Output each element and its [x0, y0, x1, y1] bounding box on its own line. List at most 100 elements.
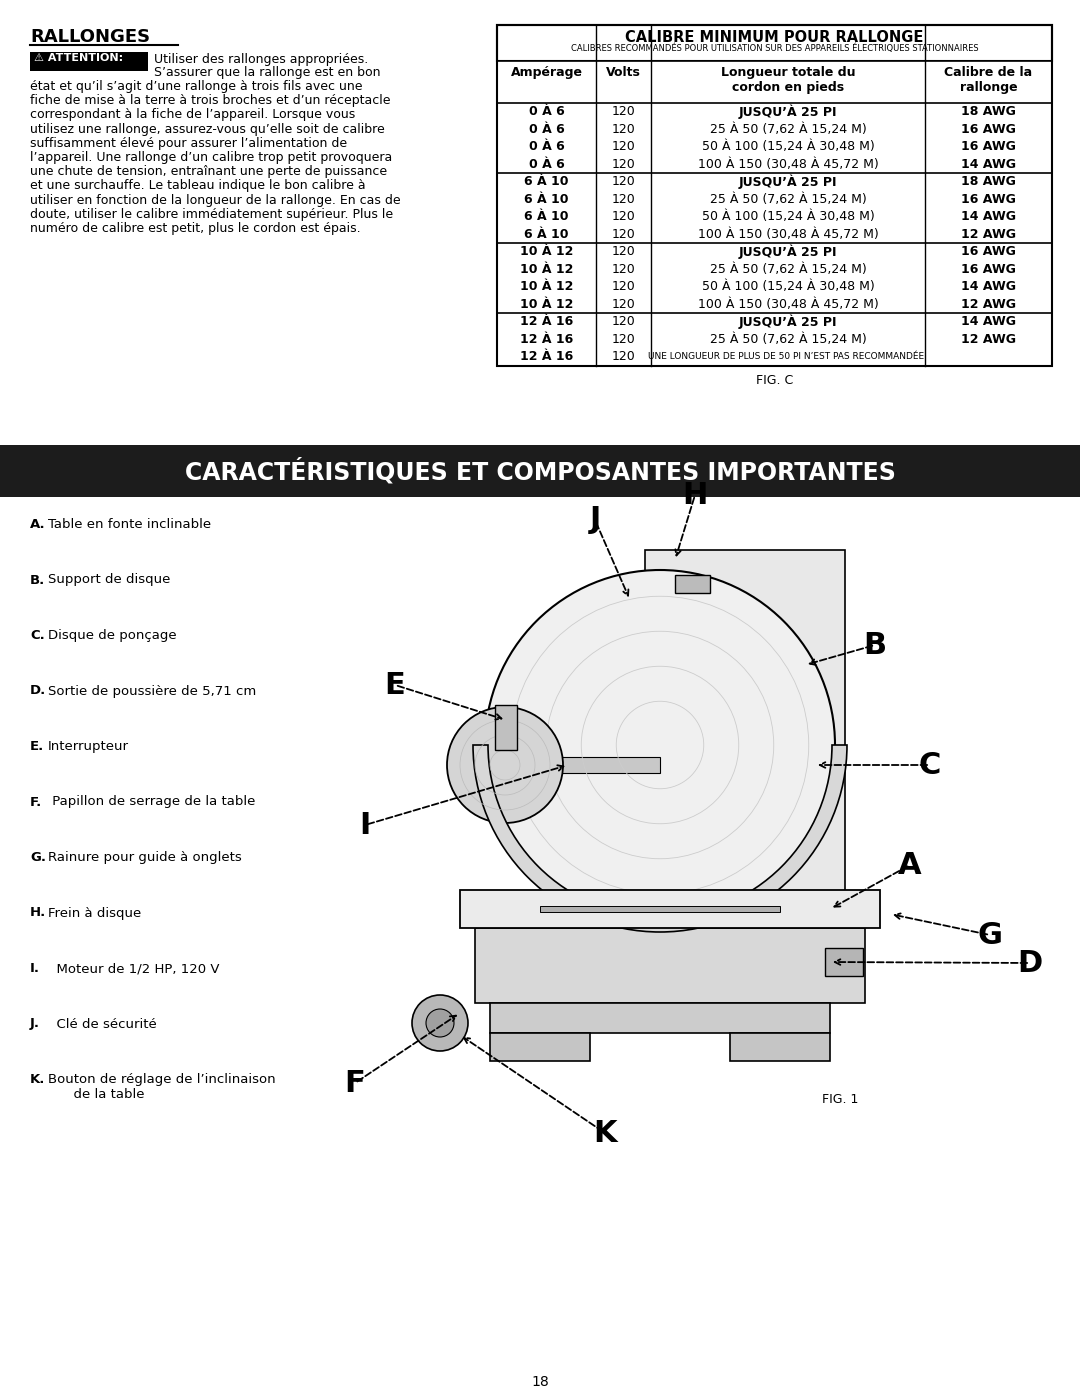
Text: 120: 120 [611, 123, 635, 136]
Text: 6 À 10: 6 À 10 [524, 211, 569, 224]
Text: Ampérage: Ampérage [511, 66, 582, 80]
Text: Bouton de réglage de l’inclinaison
      de la table: Bouton de réglage de l’inclinaison de la… [48, 1073, 275, 1101]
Text: 0 À 6: 0 À 6 [528, 158, 565, 170]
Text: 14 AWG: 14 AWG [961, 316, 1016, 328]
Text: 120: 120 [611, 281, 635, 293]
Text: correspondant à la fiche de l’appareil. Lorsque vous: correspondant à la fiche de l’appareil. … [30, 109, 355, 122]
Text: 120: 120 [611, 175, 635, 189]
Text: Volts: Volts [606, 66, 640, 80]
Text: 25 À 50 (7,62 À 15,24 M): 25 À 50 (7,62 À 15,24 M) [710, 332, 866, 345]
Bar [497, 25, 1052, 366]
Text: 12 AWG: 12 AWG [961, 332, 1016, 345]
Text: 120: 120 [611, 298, 635, 310]
Text: H: H [683, 481, 707, 510]
Text: Clé de sécurité: Clé de sécurité [48, 1017, 157, 1031]
Text: E.: E. [30, 740, 44, 753]
Text: 16 AWG: 16 AWG [961, 263, 1016, 275]
Text: J: J [590, 506, 600, 535]
Text: Calibre de la
rallonge: Calibre de la rallonge [944, 66, 1032, 94]
Text: 12 À 16: 12 À 16 [519, 332, 573, 345]
Text: 10 À 12: 10 À 12 [519, 298, 573, 310]
Bar [490, 1003, 831, 1032]
Text: 14 AWG: 14 AWG [961, 281, 1016, 293]
Text: I: I [360, 810, 370, 840]
Text: 0 À 6: 0 À 6 [528, 123, 565, 136]
Text: F: F [345, 1069, 365, 1098]
Bar [495, 705, 517, 750]
Text: ⚠ ATTENTION:: ⚠ ATTENTION: [33, 53, 123, 63]
Text: JUSQU’À 25 PI: JUSQU’À 25 PI [739, 175, 837, 189]
Text: 10 À 12: 10 À 12 [519, 281, 573, 293]
Text: 100 À 150 (30,48 À 45,72 M): 100 À 150 (30,48 À 45,72 M) [698, 228, 878, 240]
Text: CARACTÉRISTIQUES ET COMPOSANTES IMPORTANTES: CARACTÉRISTIQUES ET COMPOSANTES IMPORTAN… [185, 458, 895, 485]
Circle shape [447, 707, 563, 823]
Text: 6 À 10: 6 À 10 [524, 228, 569, 240]
Text: JUSQU’À 25 PI: JUSQU’À 25 PI [739, 244, 837, 258]
Text: et une surchauffe. Le tableau indique le bon calibre à: et une surchauffe. Le tableau indique le… [30, 179, 366, 193]
Text: 120: 120 [611, 140, 635, 154]
Text: C.: C. [30, 629, 44, 643]
Bar [540, 907, 780, 912]
Text: C: C [919, 750, 941, 780]
Text: 10 À 12: 10 À 12 [519, 246, 573, 258]
Text: Utiliser des rallonges appropriées.: Utiliser des rallonges appropriées. [154, 53, 368, 66]
Text: Sortie de poussière de 5,71 cm: Sortie de poussière de 5,71 cm [48, 685, 256, 697]
Text: Interrupteur: Interrupteur [48, 740, 129, 753]
Text: K.: K. [30, 1073, 45, 1085]
Text: l’appareil. Une rallonge d’un calibre trop petit provoquera: l’appareil. Une rallonge d’un calibre tr… [30, 151, 392, 163]
Text: 100 À 150 (30,48 À 45,72 M): 100 À 150 (30,48 À 45,72 M) [698, 158, 878, 170]
Text: 6 À 10: 6 À 10 [524, 175, 569, 189]
Text: utiliser en fonction de la longueur de la rallonge. En cas de: utiliser en fonction de la longueur de l… [30, 194, 401, 207]
Text: CALIBRE MINIMUM POUR RALLONGE: CALIBRE MINIMUM POUR RALLONGE [625, 29, 923, 45]
Text: 120: 120 [611, 332, 635, 345]
Text: fiche de mise à la terre à trois broches et d’un réceptacle: fiche de mise à la terre à trois broches… [30, 94, 391, 108]
Text: Longueur totale du
cordon en pieds: Longueur totale du cordon en pieds [720, 66, 855, 94]
Text: B.: B. [30, 574, 45, 587]
Bar [645, 550, 845, 940]
Text: 10 À 12: 10 À 12 [519, 263, 573, 275]
Text: Table en fonte inclinable: Table en fonte inclinable [48, 518, 211, 531]
Text: 14 AWG: 14 AWG [961, 211, 1016, 224]
Bar [730, 1032, 831, 1060]
Bar [30, 52, 148, 71]
Text: 16 AWG: 16 AWG [961, 246, 1016, 258]
Text: 0 À 6: 0 À 6 [528, 140, 565, 154]
Bar [0, 446, 1080, 497]
Circle shape [411, 995, 468, 1051]
Circle shape [426, 1009, 454, 1037]
Text: 16 AWG: 16 AWG [961, 193, 1016, 205]
Text: 6 À 10: 6 À 10 [524, 193, 569, 205]
Circle shape [485, 570, 835, 921]
Text: 120: 120 [611, 211, 635, 224]
Text: utilisez une rallonge, assurez-vous qu’elle soit de calibre: utilisez une rallonge, assurez-vous qu’e… [30, 123, 384, 136]
Text: D.: D. [30, 685, 46, 697]
Text: 50 À 100 (15,24 À 30,48 M): 50 À 100 (15,24 À 30,48 M) [702, 211, 875, 224]
Text: 25 À 50 (7,62 À 15,24 M): 25 À 50 (7,62 À 15,24 M) [710, 123, 866, 136]
Text: 12 AWG: 12 AWG [961, 298, 1016, 310]
Text: 14 AWG: 14 AWG [961, 158, 1016, 170]
Text: JUSQU’À 25 PI: JUSQU’À 25 PI [739, 105, 837, 119]
Text: 16 AWG: 16 AWG [961, 123, 1016, 136]
Text: G: G [977, 921, 1002, 950]
Text: A: A [899, 851, 922, 880]
Text: suffisamment élevé pour assurer l’alimentation de: suffisamment élevé pour assurer l’alimen… [30, 137, 347, 149]
Bar [497, 61, 1052, 103]
Bar [497, 25, 1052, 61]
Text: UNE LONGUEUR DE PLUS DE 50 PI N’EST PAS RECOMMANDÉE.: UNE LONGUEUR DE PLUS DE 50 PI N’EST PAS … [648, 352, 928, 362]
Bar [460, 890, 880, 928]
Text: K: K [593, 1119, 617, 1147]
Text: 120: 120 [611, 158, 635, 170]
Text: FIG. 1: FIG. 1 [822, 1092, 859, 1106]
Text: A.: A. [30, 518, 45, 531]
Text: I.: I. [30, 963, 40, 975]
Text: RALLONGES: RALLONGES [30, 28, 150, 46]
Text: D: D [1017, 949, 1042, 978]
Text: 16 AWG: 16 AWG [961, 140, 1016, 154]
Text: H.: H. [30, 907, 46, 919]
Text: 120: 120 [611, 105, 635, 119]
Text: Disque de ponçage: Disque de ponçage [48, 629, 177, 643]
Text: 120: 120 [611, 316, 635, 328]
Text: 120: 120 [611, 228, 635, 240]
Text: 120: 120 [611, 263, 635, 275]
Text: 120: 120 [611, 351, 635, 363]
